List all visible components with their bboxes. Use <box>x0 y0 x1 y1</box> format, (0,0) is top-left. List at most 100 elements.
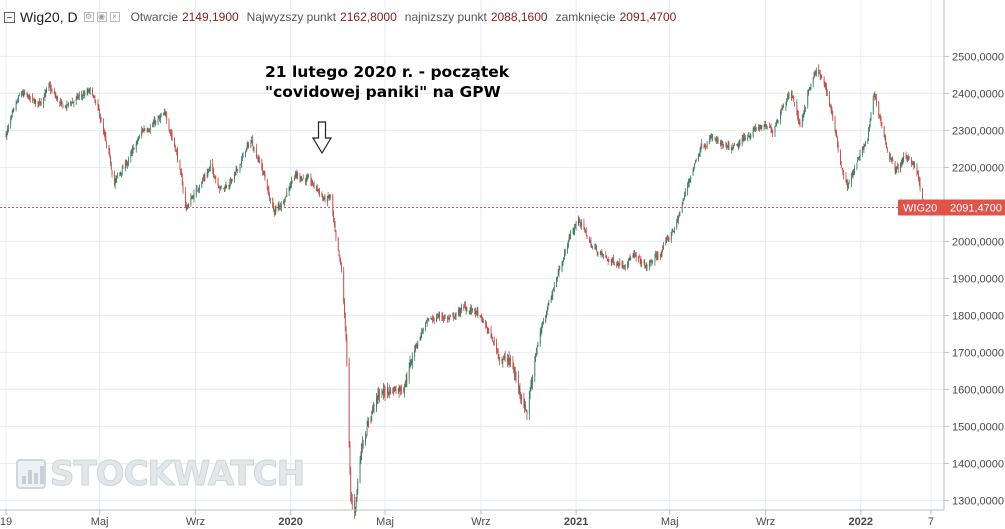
candle-body <box>737 145 739 148</box>
candle-body <box>230 179 232 183</box>
candle-body <box>48 84 50 89</box>
candle-body <box>376 396 378 398</box>
candle-body <box>438 315 440 317</box>
candle-body <box>847 183 848 188</box>
candle-body <box>251 140 253 144</box>
candle-body <box>689 178 691 182</box>
candle-body <box>709 139 710 143</box>
candle-body <box>223 186 225 188</box>
candle-body <box>885 137 887 144</box>
candle-body <box>55 95 57 98</box>
candle-body <box>105 135 107 141</box>
candle-body <box>579 220 581 224</box>
candle-body <box>623 265 625 267</box>
candle-body <box>425 322 426 328</box>
candle-body <box>651 261 653 263</box>
candle-body <box>411 361 412 364</box>
candle-body <box>603 254 604 256</box>
candle-body <box>272 198 274 207</box>
x-tick-label: Wrz <box>471 516 490 528</box>
candle-body <box>89 89 90 91</box>
candle-body <box>204 176 206 178</box>
candle-body <box>28 96 30 100</box>
candle-body <box>551 295 553 298</box>
candle-body <box>666 237 667 240</box>
candle-body <box>690 176 692 179</box>
candle-body <box>269 196 271 199</box>
candle-body <box>32 97 33 99</box>
candle-body <box>176 151 178 153</box>
candle-body <box>761 125 763 129</box>
candle-body <box>160 116 161 119</box>
candle-body <box>783 106 784 108</box>
candle-body <box>422 327 424 331</box>
candle-body <box>45 90 47 94</box>
candle-body <box>115 178 117 180</box>
candle-body <box>433 320 435 322</box>
candle-body <box>83 95 85 96</box>
candle-body <box>790 92 792 99</box>
candle-body <box>213 168 214 175</box>
candle-body <box>224 187 226 189</box>
candle-body <box>781 107 783 109</box>
candle-body <box>421 332 423 335</box>
candle-body <box>157 118 159 123</box>
candle-body <box>520 394 522 398</box>
candle-body <box>344 301 345 315</box>
candle-body <box>695 160 696 163</box>
candle-body <box>727 145 728 147</box>
candle-body <box>436 316 437 322</box>
candle-body <box>575 224 577 227</box>
candle-body <box>312 182 314 185</box>
candle-body <box>144 129 146 131</box>
candle-body <box>480 315 482 317</box>
visibility-icon[interactable]: ◉ <box>96 12 107 22</box>
settings-icon[interactable]: ⚙ <box>83 12 94 22</box>
candle-body <box>775 124 777 126</box>
candle-body <box>499 358 501 360</box>
candle-body <box>596 252 598 254</box>
candle-body <box>900 163 901 171</box>
candle-body <box>613 263 615 265</box>
candle-body <box>635 254 637 257</box>
candle-body <box>706 143 708 147</box>
candle-body <box>486 328 488 330</box>
candle-body <box>432 318 434 320</box>
candle-body <box>428 318 430 320</box>
close-icon[interactable]: × <box>109 12 120 22</box>
candle-body <box>536 347 538 351</box>
x-tick-label: Wrz <box>186 516 205 528</box>
candle-body <box>339 255 341 260</box>
y-tick-label: 1800,0000 <box>952 310 1004 322</box>
candle-body <box>111 170 113 175</box>
candle-body <box>414 349 416 357</box>
candle-body <box>776 123 777 126</box>
candle-body <box>261 160 263 169</box>
candle-body <box>769 127 770 128</box>
candle-body <box>890 158 892 162</box>
candle-body <box>119 172 121 177</box>
candle-body <box>159 117 161 119</box>
candle-body <box>809 88 811 90</box>
candle-body <box>240 163 242 165</box>
candle-body <box>498 354 500 359</box>
candle-body <box>553 289 554 291</box>
candle-body <box>209 166 210 170</box>
candle-body <box>737 143 738 147</box>
candle-body <box>470 308 472 312</box>
candle-body <box>854 168 855 174</box>
candle-body <box>310 176 312 182</box>
candle-body <box>345 328 347 339</box>
candle-body <box>619 262 621 265</box>
candle-body <box>99 109 100 116</box>
candle-body <box>34 101 36 103</box>
candle-body <box>640 259 642 264</box>
candle-body <box>742 138 744 140</box>
candle-body <box>308 176 310 178</box>
candle-body <box>805 106 806 109</box>
candle-body <box>905 154 907 156</box>
candle-body <box>104 134 106 138</box>
collapse-icon[interactable] <box>4 11 15 23</box>
candle-body <box>5 133 7 137</box>
